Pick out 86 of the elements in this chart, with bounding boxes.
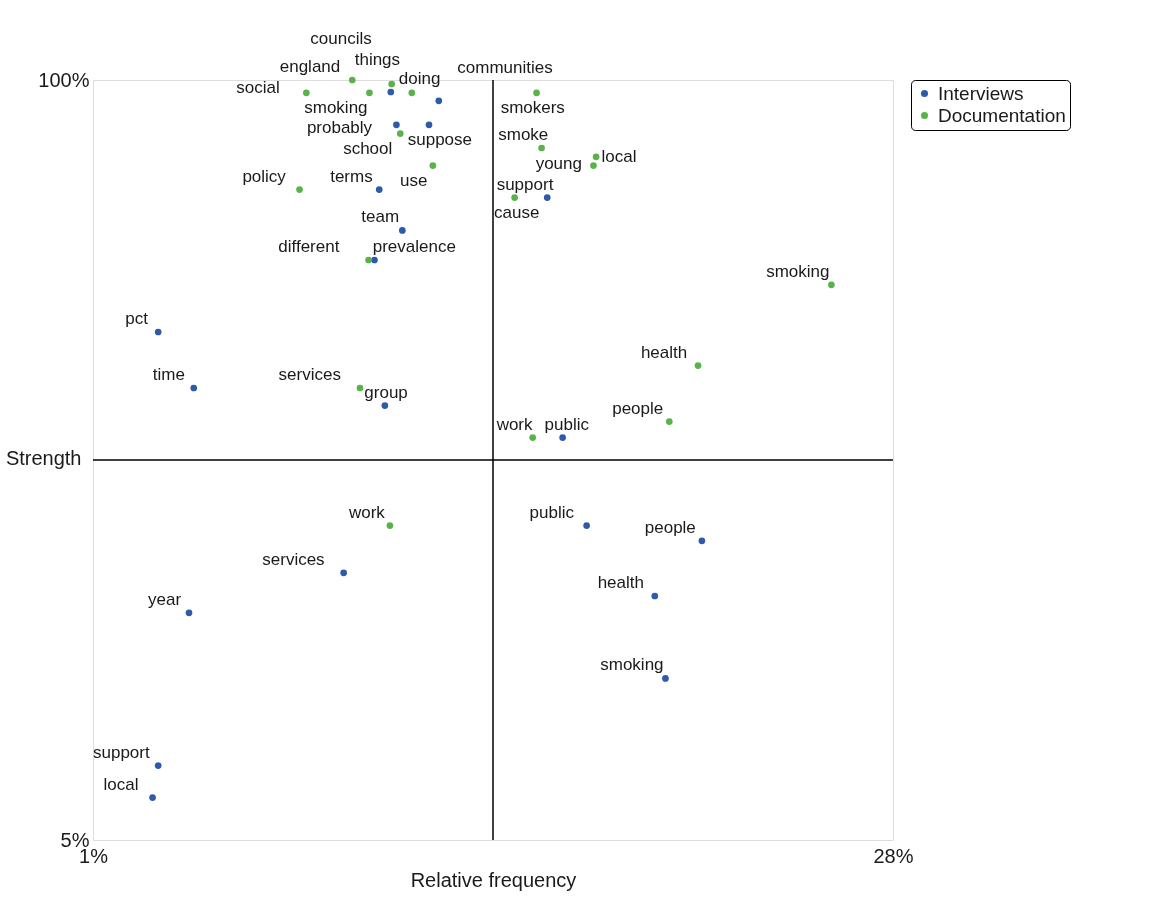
data-label: people — [644, 517, 696, 537]
x-axis-title: Relative frequency — [410, 868, 577, 891]
data-label: cause — [494, 202, 540, 222]
point — [154, 762, 162, 769]
data-label: smoking — [766, 261, 830, 281]
data-label: year — [148, 589, 182, 609]
data-label: services — [262, 549, 325, 569]
data-label: probably — [306, 117, 373, 137]
point — [651, 592, 659, 600]
point — [371, 256, 378, 264]
point — [543, 194, 551, 201]
point — [533, 89, 540, 97]
point — [396, 130, 404, 137]
point — [665, 418, 673, 425]
data-label: work — [347, 502, 386, 522]
point — [154, 328, 162, 336]
point — [429, 162, 437, 169]
point — [185, 609, 193, 617]
data-label: local — [601, 146, 637, 166]
data-label: terms — [330, 166, 373, 186]
data-label: social — [236, 77, 280, 97]
y-axis-title: Strength — [5, 446, 82, 469]
point — [296, 186, 303, 193]
point — [381, 402, 389, 409]
point — [149, 794, 156, 801]
data-label: use — [399, 170, 428, 190]
data-label: local — [103, 774, 139, 794]
point — [340, 569, 348, 577]
data-label: smoking — [600, 655, 664, 675]
point — [662, 675, 669, 682]
data-label: policy — [242, 166, 287, 186]
point — [375, 186, 383, 193]
point — [538, 144, 545, 152]
data-label: doing — [398, 69, 441, 88]
point — [386, 522, 394, 529]
data-label: suppose — [407, 129, 472, 149]
point — [388, 80, 396, 88]
data-label: support — [496, 174, 554, 194]
data-label: england — [279, 57, 341, 76]
data-label: people — [612, 398, 664, 418]
point — [365, 256, 372, 264]
data-label: councils — [310, 29, 372, 48]
data-label: things — [354, 49, 401, 69]
data-label: smoke — [498, 125, 549, 144]
data-label: health — [597, 573, 644, 592]
point — [694, 362, 702, 369]
point — [356, 384, 364, 392]
data-label: team — [361, 207, 400, 227]
point — [529, 434, 537, 441]
data-label: time — [152, 365, 185, 384]
point — [398, 227, 406, 234]
point — [583, 522, 590, 529]
point — [559, 434, 566, 441]
point — [408, 89, 416, 97]
legend-label: Documentation — [938, 104, 1066, 126]
point — [348, 76, 356, 84]
data-label: services — [278, 365, 341, 384]
point — [698, 537, 706, 545]
point — [435, 97, 443, 105]
data-label: communities — [457, 57, 553, 77]
point — [366, 89, 373, 97]
data-label: young — [535, 153, 582, 173]
point — [511, 194, 518, 201]
point — [425, 121, 433, 129]
data-label: smokers — [500, 97, 565, 117]
legend-label: Interviews — [938, 82, 1024, 104]
data-label: different — [278, 237, 340, 256]
y-tick-label: 100% — [38, 68, 90, 91]
data-label: smoking — [304, 97, 368, 117]
point — [592, 153, 600, 161]
data-label: health — [640, 342, 688, 362]
point — [387, 88, 395, 96]
data-label: support — [92, 742, 150, 762]
point — [393, 121, 400, 129]
data-label: school — [343, 138, 393, 158]
x-tick-label: 28% — [873, 844, 914, 867]
point — [190, 384, 198, 392]
data-label: public — [529, 502, 575, 522]
point — [302, 89, 310, 97]
point — [590, 162, 597, 169]
data-label: prevalence — [372, 237, 456, 256]
data-label: group — [364, 382, 408, 402]
data-label: public — [544, 414, 590, 434]
data-label: pct — [125, 309, 149, 328]
data-label: work — [495, 414, 534, 434]
point — [828, 281, 835, 289]
